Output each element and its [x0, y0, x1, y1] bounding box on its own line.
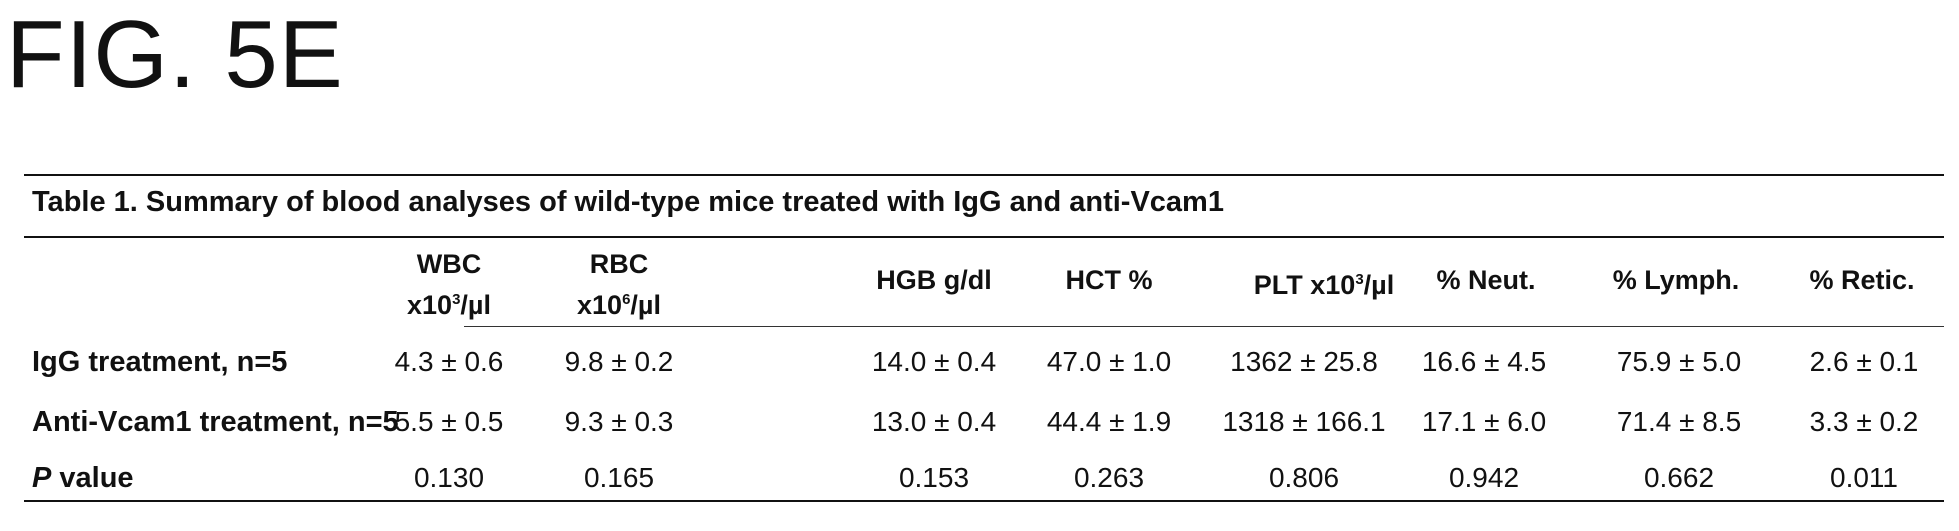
table-bottom-rule [24, 500, 1944, 502]
table-cell: 71.4 ± 8.5 [1616, 406, 1742, 437]
col-header-hct: HCT % [1065, 265, 1153, 295]
table-cell: 3.3 ± 0.2 [1809, 406, 1919, 437]
table-caption: Table 1. Summary of blood analyses of wi… [32, 186, 1224, 218]
header-rule [464, 326, 1944, 327]
caption-rule [24, 236, 1944, 238]
col-header-wbc: WBC x103/µl [407, 249, 491, 320]
col-header-rbc: RBC x106/µl [577, 249, 661, 320]
col-header-retic: % Retic. [1809, 265, 1915, 295]
table-cell: 44.4 ± 1.9 [1046, 406, 1172, 437]
table-cell: 16.6 ± 4.5 [1421, 346, 1547, 377]
table-cell: 0.130 [413, 462, 485, 493]
table-cell: 0.942 [1448, 462, 1520, 493]
table-cell: 2.6 ± 0.1 [1809, 346, 1919, 377]
p-symbol: P [32, 462, 52, 494]
table-cell: 0.263 [1073, 462, 1145, 493]
table-cell: 75.9 ± 5.0 [1616, 346, 1742, 377]
table-cell: 13.0 ± 0.4 [871, 406, 997, 437]
table-cell: 14.0 ± 0.4 [871, 346, 997, 377]
row-label-igg: IgG treatment, n=5 [32, 346, 288, 378]
col-header-neut: % Neut. [1436, 265, 1536, 295]
table-cell: 9.3 ± 0.3 [564, 406, 674, 437]
table-cell: 0.662 [1643, 462, 1715, 493]
table-cell: 9.8 ± 0.2 [564, 346, 674, 377]
row-label-p-value: P value [32, 462, 134, 495]
table-cell: 0.153 [898, 462, 970, 493]
col-header-plt: PLT x103/µl [1253, 270, 1395, 300]
table-cell: 5.5 ± 0.5 [394, 406, 504, 437]
p-value-suffix: value [51, 462, 134, 494]
table-cell: 1362 ± 25.8 [1230, 346, 1378, 377]
col-header-lymph: % Lymph. [1612, 265, 1740, 295]
figure-label: FIG. 5E [6, 1, 344, 108]
table-cell: 1318 ± 166.1 [1222, 406, 1386, 437]
row-label-anti-vcam1: Anti-Vcam1 treatment, n=5 [32, 406, 399, 438]
table-cell: 0.011 [1830, 462, 1898, 493]
table-cell: 0.806 [1268, 462, 1340, 493]
col-header-hgb: HGB g/dl [876, 265, 992, 295]
table-cell: 47.0 ± 1.0 [1046, 346, 1172, 377]
table-cell: 17.1 ± 6.0 [1421, 406, 1547, 437]
table-cell: 0.165 [583, 462, 655, 493]
table-top-rule [24, 174, 1944, 176]
table-cell: 4.3 ± 0.6 [394, 346, 504, 377]
